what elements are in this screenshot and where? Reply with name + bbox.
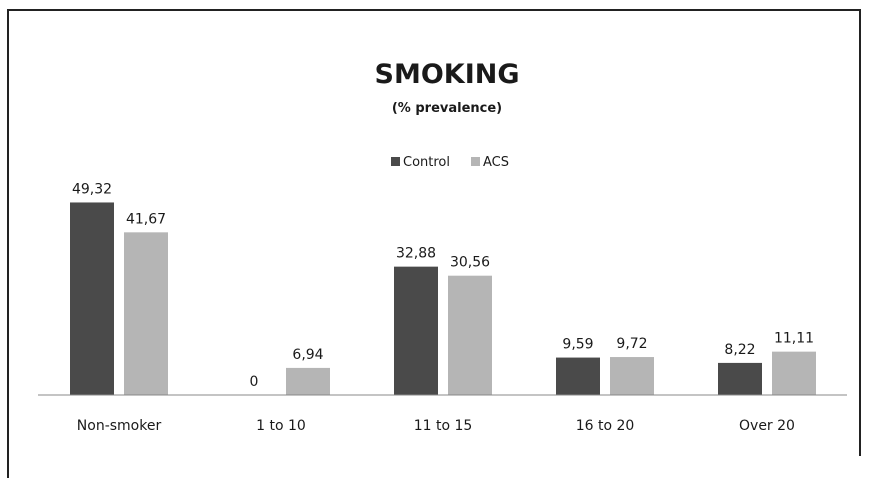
data-label-control-5: 8,22 [724,342,755,358]
bar-acs-5 [772,351,816,395]
legend: Control ACS [391,155,509,170]
legend-label-control: Control [403,155,450,170]
bar-control-4 [556,357,600,395]
bars-group: 49,32 41,67 0 6,94 32,88 30,56 9,59 9,72 8,22 11,… [70,181,816,395]
x-tick-label-1: Non-smoker [77,418,162,434]
bar-acs-4 [610,357,654,395]
bar-control-3 [394,266,438,395]
chart-subtitle: (% prevalence) [392,101,502,116]
chart-title: SMOKING [375,59,520,90]
x-tick-label-4: 16 to 20 [576,418,635,434]
data-label-acs-5: 11,11 [774,331,814,347]
bar-acs-1 [124,232,168,395]
data-label-control-1: 49,32 [72,181,112,197]
chart-border [7,9,861,478]
x-tick-label-5: Over 20 [739,418,795,434]
data-label-acs-4: 9,72 [616,336,647,352]
data-label-acs-1: 41,67 [126,211,166,227]
x-tick-label-3: 11 to 15 [414,418,473,434]
bar-control-1 [70,202,114,395]
bar-acs-2 [286,367,330,395]
data-label-acs-3: 30,56 [450,255,490,271]
x-tick-labels: Non-smoker 1 to 10 11 to 15 16 to 20 Over 20 [77,418,795,434]
data-label-control-4: 9,59 [562,337,593,353]
legend-swatch-acs [471,157,480,166]
x-tick-label-2: 1 to 10 [256,418,306,434]
bar-acs-3 [448,275,492,395]
legend-label-acs: ACS [483,155,509,170]
legend-swatch-control [391,157,400,166]
data-label-control-2: 0 [250,374,259,390]
data-label-acs-2: 6,94 [292,347,323,363]
bar-control-5 [718,362,762,395]
data-label-control-3: 32,88 [396,246,436,262]
